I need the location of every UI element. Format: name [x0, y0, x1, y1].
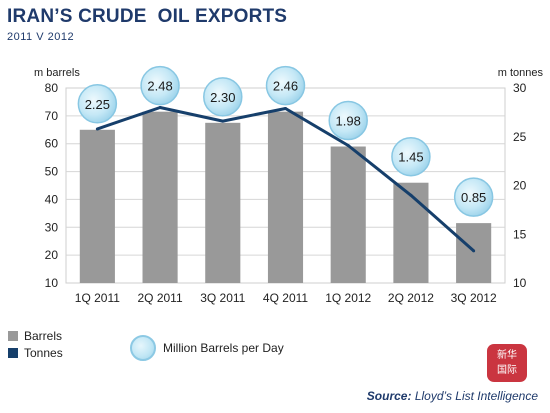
- y-left-tick-label: 30: [45, 220, 59, 234]
- legend-label-tonnes: Tonnes: [24, 345, 63, 360]
- bar-barrels: [456, 223, 492, 283]
- y-left-tick-label: 40: [45, 192, 59, 206]
- y-right-axis-label: m tonnes: [498, 67, 544, 79]
- bar-barrels: [267, 111, 304, 283]
- x-tick-label: 2Q 2012: [388, 291, 434, 305]
- bar-barrels: [79, 129, 115, 283]
- bar-barrels: [205, 122, 241, 283]
- bubble-mbpd-label: 1.45: [398, 150, 423, 165]
- y-right-tick-label: 30: [513, 81, 527, 95]
- watermark-logo: 新华 国际: [487, 344, 527, 382]
- legend-swatch-tonnes: [8, 347, 18, 358]
- legend-item-tonnes: Tonnes: [8, 344, 63, 361]
- bubble-mbpd: [453, 177, 494, 217]
- y-left-tick-label: 60: [45, 137, 59, 151]
- legend-swatch-barrels: [8, 330, 18, 341]
- bubble-mbpd: [140, 65, 180, 106]
- y-left-tick-label: 50: [45, 165, 59, 179]
- chart-title: IRAN’S CRUDE OIL EXPORTS: [7, 6, 288, 27]
- x-tick-label: 1Q 2011: [75, 291, 120, 305]
- source-prefix: Source:: [366, 389, 412, 403]
- bubble-mbpd-label: 0.85: [461, 190, 486, 205]
- point-tonnes: [472, 249, 476, 253]
- point-tonnes: [409, 193, 413, 197]
- y-left-tick-label: 80: [45, 81, 59, 95]
- x-tick-label: 3Q 2012: [451, 291, 497, 305]
- point-tonnes: [346, 144, 350, 148]
- y-left-tick-label: 20: [45, 248, 59, 262]
- y-left-tick-label: 10: [45, 276, 59, 290]
- x-tick-label: 4Q 2011: [263, 291, 308, 305]
- bubble-mbpd-label: 2.46: [273, 79, 298, 94]
- bar-barrels: [142, 111, 178, 283]
- bubble-mbpd: [77, 84, 118, 124]
- x-tick-label: 1Q 2012: [325, 291, 371, 305]
- legend-label-bubble: Million Barrels per Day: [163, 341, 284, 355]
- legend-item-bubble: Million Barrels per Day: [130, 335, 284, 361]
- chart-subtitle: 2011 V 2012: [7, 31, 75, 43]
- y-left-axis-label: m barrels: [34, 67, 80, 79]
- x-tick-label: 2Q 2011: [137, 291, 182, 305]
- y-left-tick-label: 70: [45, 109, 59, 123]
- bubble-mbpd-label: 2.30: [210, 90, 235, 105]
- point-tonnes: [284, 106, 287, 110]
- source-text: Lloyd’s List Intelligence: [414, 389, 538, 403]
- watermark-line1: 新华: [497, 350, 517, 361]
- bubble-mbpd: [328, 100, 368, 141]
- y-right-tick-label: 20: [513, 179, 527, 193]
- bar-barrels: [393, 182, 429, 283]
- x-tick-label: 3Q 2011: [200, 291, 245, 305]
- bar-barrels: [330, 146, 366, 283]
- point-tonnes: [221, 119, 225, 123]
- bubble-mbpd: [391, 136, 431, 177]
- bubble-mbpd-label: 2.25: [85, 97, 110, 112]
- bubble-mbpd: [265, 65, 306, 106]
- bubble-mbpd: [203, 77, 243, 117]
- legend-label-barrels: Barrels: [24, 328, 63, 343]
- y-right-tick-label: 25: [513, 130, 527, 144]
- watermark-line2: 国际: [497, 365, 517, 376]
- point-tonnes: [158, 106, 162, 109]
- y-right-tick-label: 10: [513, 276, 527, 290]
- bubble-mbpd-label: 1.98: [336, 114, 361, 129]
- y-right-tick-label: 15: [513, 227, 527, 241]
- legend-item-barrels: Barrels: [8, 327, 63, 344]
- bubble-mbpd-label: 2.48: [147, 79, 172, 94]
- source-note: Source: Lloyd’s List Intelligence: [367, 389, 538, 403]
- bubble-icon: [130, 335, 156, 361]
- point-tonnes: [95, 127, 99, 131]
- legend: Barrels Tonnes: [8, 327, 63, 361]
